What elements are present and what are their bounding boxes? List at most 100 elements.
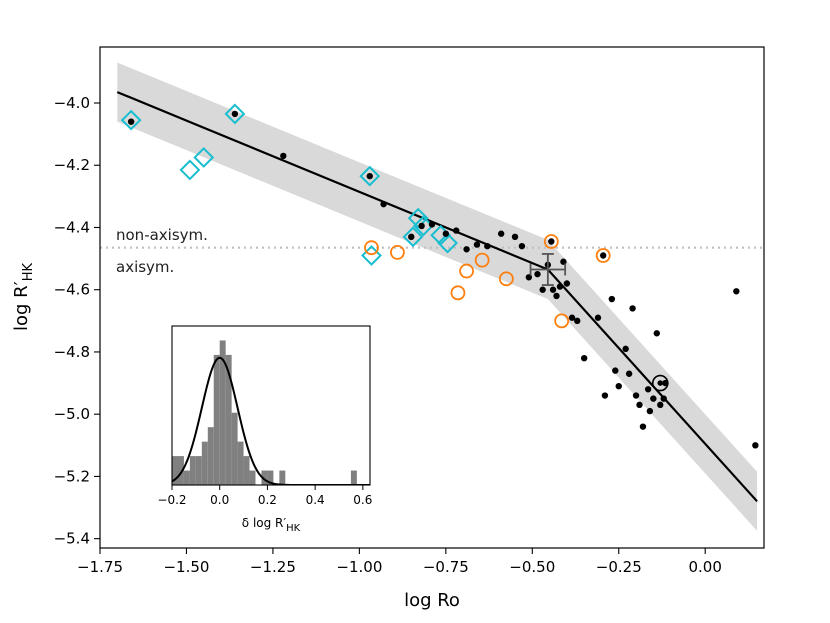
sun-dot [657,380,664,386]
black-point [608,295,616,303]
black-point [622,345,629,353]
orange-point-center [599,252,607,259]
inset-x-tick-label: 0.4 [306,493,325,507]
histogram-bar [172,456,184,485]
black-point [231,110,239,118]
black-point [580,354,588,362]
diamond-point [359,165,381,187]
diamond-point [437,232,458,254]
inset-x-label-main: δ log R′ [242,516,287,530]
black-point [453,227,460,234]
x-tick-label: −0.25 [596,558,642,576]
orange-point [474,252,490,268]
black-point [408,233,415,241]
diamond-point [224,103,246,125]
y-tick-label: −5.4 [54,530,90,548]
black-point [497,230,505,237]
histogram-bar [183,470,190,485]
y-axis-ticks: −5.4 −5.2 −5.0 −4.8 −4.6 −4.4 −4.2 −4.0 [54,94,100,548]
black-point [563,280,571,287]
orange-point-center [548,238,555,245]
black-point [594,314,602,321]
y-tick-label: −4.2 [54,156,90,174]
black-point [534,270,541,278]
black-point [615,382,622,390]
black-point [127,118,135,125]
x-tick-label: −1.25 [250,558,296,576]
black-point [650,395,657,402]
y-tick-label: −5.0 [54,405,90,423]
inset-x-label-sub: HK [286,523,301,534]
black-point [636,401,643,409]
sun-marker [651,374,669,392]
inset-x-ticks: −0.2 0.0 0.2 0.4 0.6 [157,485,372,507]
histogram-bar [249,470,256,485]
black-point [653,330,660,337]
black-point [629,305,636,312]
orange-point [390,244,405,260]
orange-point [595,248,611,263]
black-point [380,200,387,208]
plot-frame [99,46,765,549]
black-point [733,288,740,295]
histogram-bar [207,427,214,485]
black-point [511,233,519,241]
black-point [660,395,667,402]
orange-point [554,313,570,329]
diamond-point [361,245,382,266]
black-point [646,407,654,415]
x-axis-ticks: −1.75 −1.50 −1.25 −1.00 −0.75 −0.50 −0.25 0.00 [77,548,722,576]
orange-point [450,285,466,301]
histogram-bar [231,412,238,485]
x-tick-label: −0.75 [423,558,469,576]
black-point [657,401,664,409]
black-point [418,222,425,230]
black-point [463,246,470,253]
threshold-label-below: axisym. [116,258,174,276]
orange-point [498,271,514,287]
black-point [574,317,581,325]
black-point [280,152,287,160]
black-point [428,221,436,228]
inset-x-tick-label: 0.2 [258,493,277,507]
diamond-point [407,207,429,229]
histogram-bar [219,340,226,485]
black-point [639,423,647,430]
histogram-bar [267,470,274,485]
histogram-bar [189,456,196,485]
y-tick-label: −4.8 [54,343,90,361]
sun-ring [651,374,669,392]
y-axis-label-main: log R′ [11,281,32,331]
histogram-bar [243,456,250,485]
x-axis-label: log Ro [404,590,460,611]
x-tick-label: −1.75 [77,558,123,576]
black-point [644,386,652,393]
black-point [473,241,481,248]
gaussian-curve [172,356,370,485]
x-tick-label: −0.50 [509,558,555,576]
y-tick-label: −4.6 [54,281,90,299]
black-point [553,292,560,300]
histogram-bar [261,470,268,485]
black-point [366,172,373,180]
threshold-label-above: non-axisym. [116,226,208,244]
histogram-bar [225,354,232,485]
diamond-point [179,159,201,181]
histogram-bar [195,456,202,485]
histogram-bars [172,340,357,485]
black-point [625,370,633,377]
histogram-bar [237,441,244,485]
svg-text:log R′HK: log R′HK [11,262,36,331]
orange-points [364,234,611,329]
black-point [612,367,619,374]
histogram-bar [279,470,286,485]
black-point [518,242,526,250]
x-tick-label: −1.00 [336,558,382,576]
black-point [484,242,491,250]
y-axis-label-sub: HK [21,262,36,281]
black-point [752,442,759,449]
inset-histogram: −0.2 0.0 0.2 0.4 0.6 δ log R′HK [157,325,372,534]
black-point [549,286,557,293]
black-point [556,283,564,290]
diamond-point [193,147,215,168]
